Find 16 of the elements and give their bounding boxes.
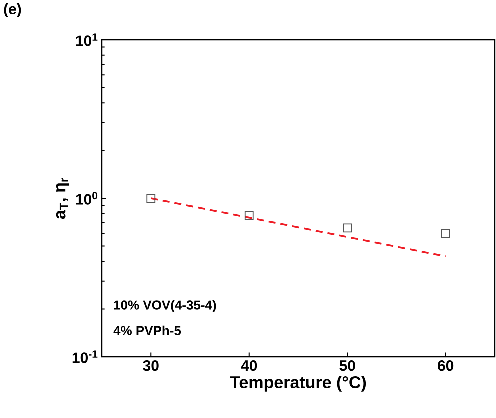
point xyxy=(244,211,254,220)
x-tick-label: 50 xyxy=(340,360,356,372)
y-axis-title: a$_{T}$, η$_{r}$ xyxy=(56,178,70,220)
x-tick-label: 40 xyxy=(241,360,258,372)
y-tick-label: 10$^{1}$ xyxy=(76,34,98,46)
point xyxy=(441,229,450,238)
x-tick-label: 60 xyxy=(438,360,454,372)
y-tick-label: 10$^{-1}$ xyxy=(72,350,98,364)
annotation: 4% PVPh-5 xyxy=(114,326,182,336)
text: (e) xyxy=(4,4,22,18)
annotation: 10% VOV(4-35-4) xyxy=(114,300,216,312)
point xyxy=(146,194,156,203)
y-tick-label: 10$^{0}$ xyxy=(76,192,98,205)
x-tick-label: 30 xyxy=(143,360,159,372)
point xyxy=(343,224,352,233)
x-axis-title: Temperature (°C) xyxy=(230,376,366,392)
